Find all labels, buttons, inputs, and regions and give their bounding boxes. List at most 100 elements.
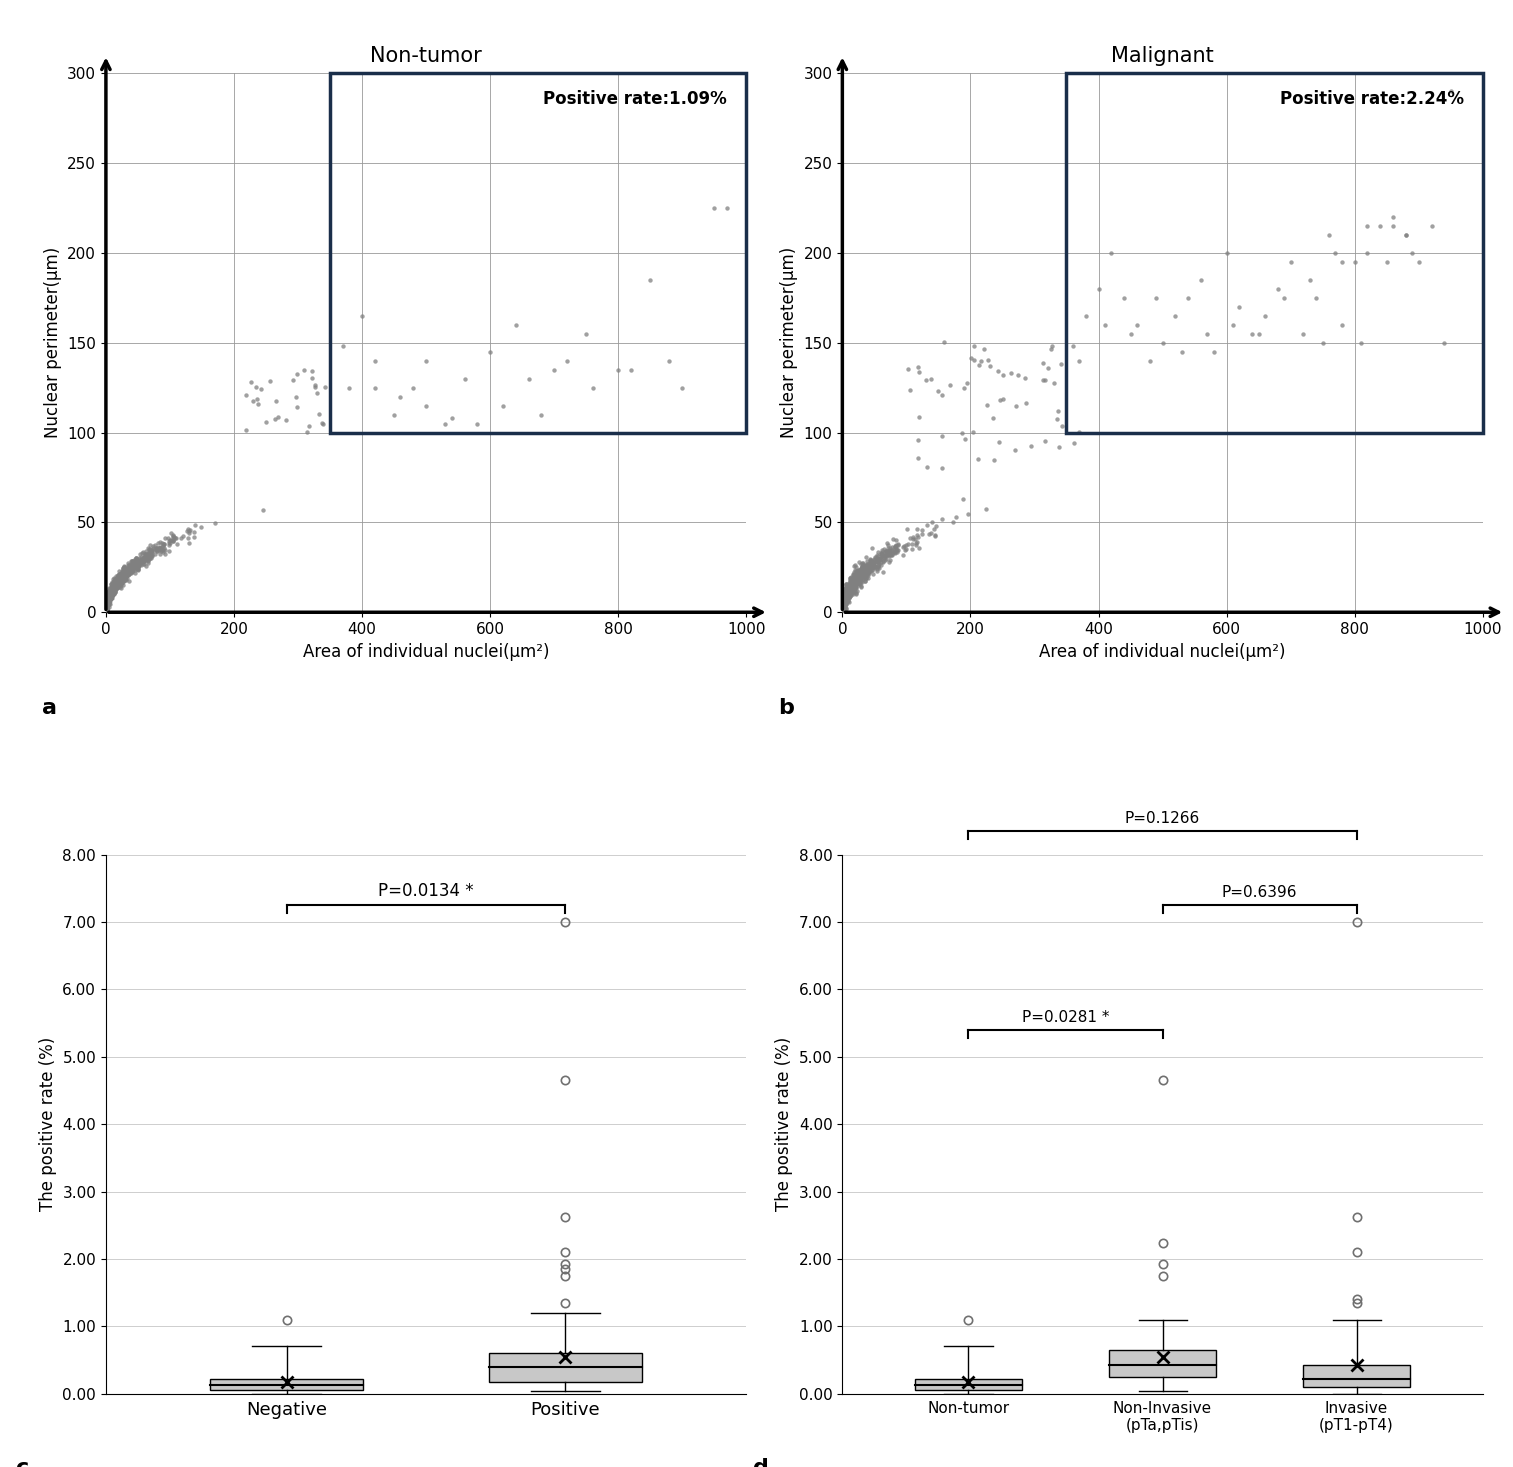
Text: P=0.1266: P=0.1266 <box>1126 811 1200 826</box>
Point <box>107 566 132 590</box>
Point <box>95 590 120 613</box>
Point <box>840 574 864 597</box>
Point <box>909 519 934 543</box>
Point <box>834 579 858 603</box>
Point <box>831 597 855 621</box>
Point <box>153 538 177 562</box>
Point <box>98 584 123 607</box>
Point <box>109 571 133 594</box>
Point <box>112 568 136 591</box>
Point <box>103 569 127 593</box>
Point <box>95 593 120 616</box>
Point <box>831 591 855 615</box>
Point <box>95 591 120 615</box>
Point <box>950 421 974 445</box>
Point <box>124 546 148 569</box>
Point <box>911 522 935 546</box>
Point <box>160 528 185 552</box>
Point <box>834 579 858 603</box>
Point <box>251 499 275 522</box>
Point <box>841 577 865 600</box>
Point <box>113 568 138 591</box>
Point <box>702 197 726 220</box>
Point <box>103 574 127 597</box>
Point <box>859 557 884 581</box>
Point <box>127 549 151 572</box>
Point <box>944 505 968 528</box>
Point <box>840 574 864 597</box>
Point <box>929 508 953 531</box>
Point <box>849 565 873 588</box>
Point <box>160 525 185 549</box>
Point <box>838 574 862 597</box>
Point <box>853 555 878 578</box>
Point <box>832 587 856 610</box>
Point <box>870 550 894 574</box>
Point <box>878 549 902 572</box>
Point <box>112 560 136 584</box>
Point <box>101 579 126 603</box>
Point <box>129 549 153 572</box>
Point <box>837 571 861 594</box>
Point <box>101 572 126 596</box>
Point <box>847 568 871 591</box>
Point <box>878 541 902 565</box>
Point <box>832 591 856 615</box>
Point <box>98 581 123 604</box>
Point <box>847 562 871 585</box>
Point <box>112 559 136 582</box>
Point <box>838 572 862 596</box>
Point <box>113 560 138 584</box>
Point <box>853 557 878 581</box>
Point <box>100 579 124 603</box>
Point <box>844 559 868 582</box>
Point <box>103 574 127 597</box>
Point <box>1003 395 1027 418</box>
Point <box>95 594 120 618</box>
Point <box>103 566 127 590</box>
Point <box>97 584 121 607</box>
Point <box>835 581 859 604</box>
Point <box>104 574 129 597</box>
Point <box>844 569 868 593</box>
Point <box>1092 312 1117 336</box>
Point <box>838 579 862 603</box>
Point <box>862 552 887 575</box>
Point <box>853 559 878 582</box>
Bar <box>1303 1366 1410 1386</box>
Point <box>118 556 142 579</box>
Point <box>95 587 120 610</box>
Point <box>95 584 120 607</box>
Point <box>843 572 867 596</box>
Point <box>843 553 867 577</box>
Point <box>850 553 875 577</box>
Point <box>107 571 132 594</box>
Point <box>865 555 890 578</box>
Point <box>841 571 865 594</box>
Point <box>312 412 336 436</box>
Point <box>136 549 160 572</box>
Point <box>1215 241 1239 264</box>
Point <box>850 571 875 594</box>
Point <box>555 349 579 373</box>
Point <box>832 596 856 619</box>
Point <box>846 559 870 582</box>
Point <box>97 582 121 606</box>
Text: a: a <box>42 698 57 719</box>
Point <box>843 565 867 588</box>
Point <box>109 577 133 600</box>
Point <box>103 569 127 593</box>
Point <box>841 572 865 596</box>
Point <box>999 361 1023 384</box>
Point <box>896 533 920 556</box>
Point <box>835 588 859 612</box>
Point <box>101 579 126 603</box>
Point <box>118 556 142 579</box>
Point <box>853 555 878 578</box>
Point <box>1033 368 1058 392</box>
Point <box>841 577 865 600</box>
Point <box>893 534 917 557</box>
Point <box>893 538 917 562</box>
Point <box>100 579 124 603</box>
Point <box>855 562 879 585</box>
